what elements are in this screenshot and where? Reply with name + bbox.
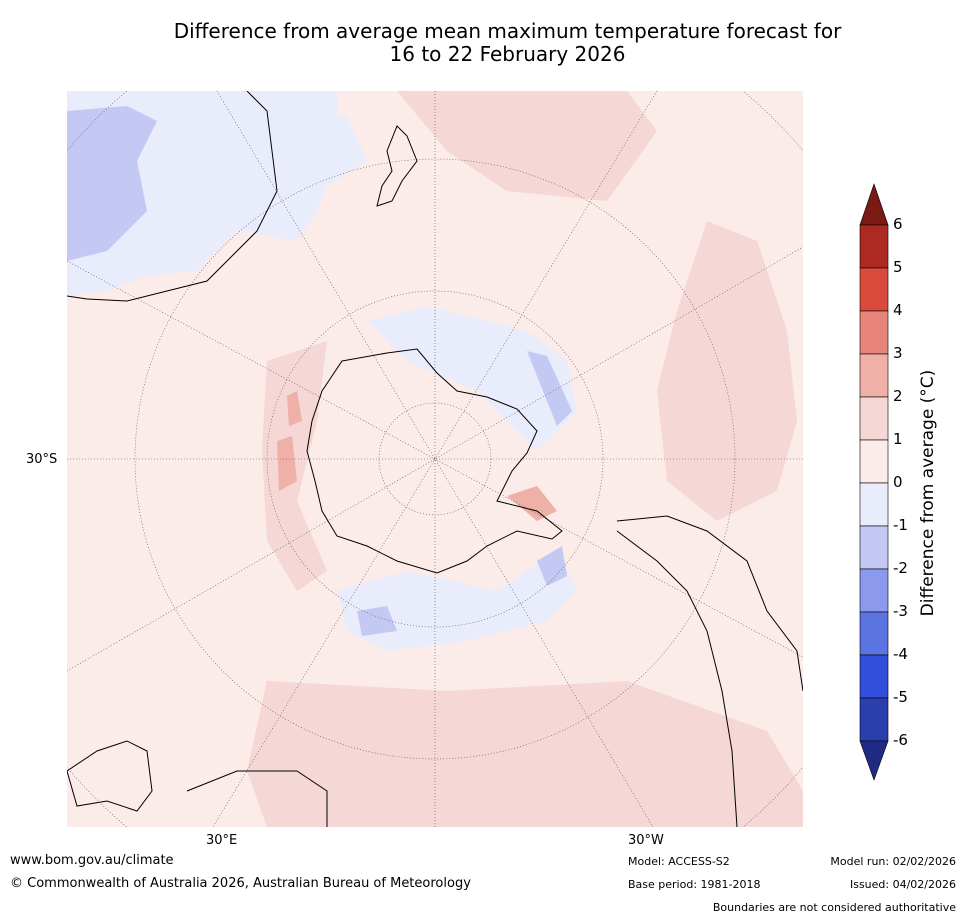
colorbar-m2-m1: [859, 525, 889, 570]
forecast-map: [67, 91, 803, 827]
footer-model-run: Model run: 02/02/2026: [830, 855, 956, 868]
new-zealand: [376, 125, 418, 207]
map-graphic: [67, 91, 803, 827]
colorbar-tick: 5: [893, 258, 903, 276]
south-america-coastline: [616, 515, 803, 827]
cold-patch-north: [527, 351, 572, 426]
colorbar-tick: 6: [893, 215, 903, 233]
colorbar-tick: -1: [893, 516, 908, 534]
lat-label-30s: 30°S: [26, 452, 58, 467]
warm-region-pacific: [397, 91, 657, 201]
map-title: Difference from average mean maximum tem…: [0, 20, 965, 66]
colorbar-tick: 1: [893, 430, 903, 448]
lon-label-30e: 30°E: [206, 833, 238, 848]
cold-patch-ross: [537, 546, 567, 586]
colorbar: [859, 183, 889, 781]
warm-region-east-pacific: [657, 221, 797, 521]
graticule: [67, 91, 803, 827]
cool-ring-north: [367, 306, 577, 451]
warm-region-south: [247, 681, 803, 827]
cool-region-tasman: [267, 116, 367, 186]
colorbar-0-1: [859, 439, 889, 484]
colorbar-m6-m5: [859, 697, 889, 742]
colorbar-1-2: [859, 396, 889, 441]
colorbar-tick: 2: [893, 387, 903, 405]
colorbar-m1-0: [859, 482, 889, 527]
colorbar-2-3: [859, 353, 889, 398]
colorbar-tick: -4: [893, 645, 908, 663]
colorbar-m4-m3: [859, 611, 889, 656]
colorbar-label: Difference from average (°C): [918, 369, 938, 617]
cold-patch-weddell: [357, 606, 397, 636]
australia-coastline: [67, 740, 328, 827]
footer-disclaimer: Boundaries are not considered authoritat…: [712, 901, 956, 914]
colorbar-m3-m2: [859, 568, 889, 613]
title-line-1: Difference from average mean maximum tem…: [173, 19, 842, 43]
colorbar-below: [859, 740, 889, 781]
colorbar-tick: 0: [893, 473, 903, 491]
colorbar-tick: -2: [893, 559, 908, 577]
title-line-2: 16 to 22 February 2026: [389, 42, 626, 66]
colorbar-tick: -5: [893, 688, 908, 706]
colorbar-above: [859, 183, 889, 226]
cool-ring-south: [337, 551, 577, 651]
footer-base-period: Base period: 1981-2018: [628, 878, 761, 891]
colorbar-5-6: [859, 224, 889, 269]
footer-url[interactable]: www.bom.gov.au/climate: [10, 853, 174, 868]
colorbar-3-4: [859, 310, 889, 355]
colorbar-tick: 3: [893, 344, 903, 362]
colorbar-4-5: [859, 267, 889, 312]
warm-spot-3: [287, 391, 302, 426]
africa-coastline: [67, 91, 278, 302]
antarctica-coastline: [306, 348, 563, 574]
footer-issued: Issued: 04/02/2026: [849, 878, 956, 891]
colorbar-tick: 4: [893, 301, 903, 319]
footer-copyright: © Commonwealth of Australia 2026, Austra…: [10, 876, 471, 891]
cold-region-africa: [67, 106, 157, 261]
warm-spot-2: [507, 486, 557, 521]
colorbar-m5-m4: [859, 654, 889, 699]
footer-model: Model: ACCESS-S2: [628, 855, 730, 868]
warm-spot-1: [277, 436, 297, 491]
colorbar-tick: -6: [893, 731, 908, 749]
colorbar-tick: -3: [893, 602, 908, 620]
lon-label-30w: 30°W: [628, 833, 664, 848]
